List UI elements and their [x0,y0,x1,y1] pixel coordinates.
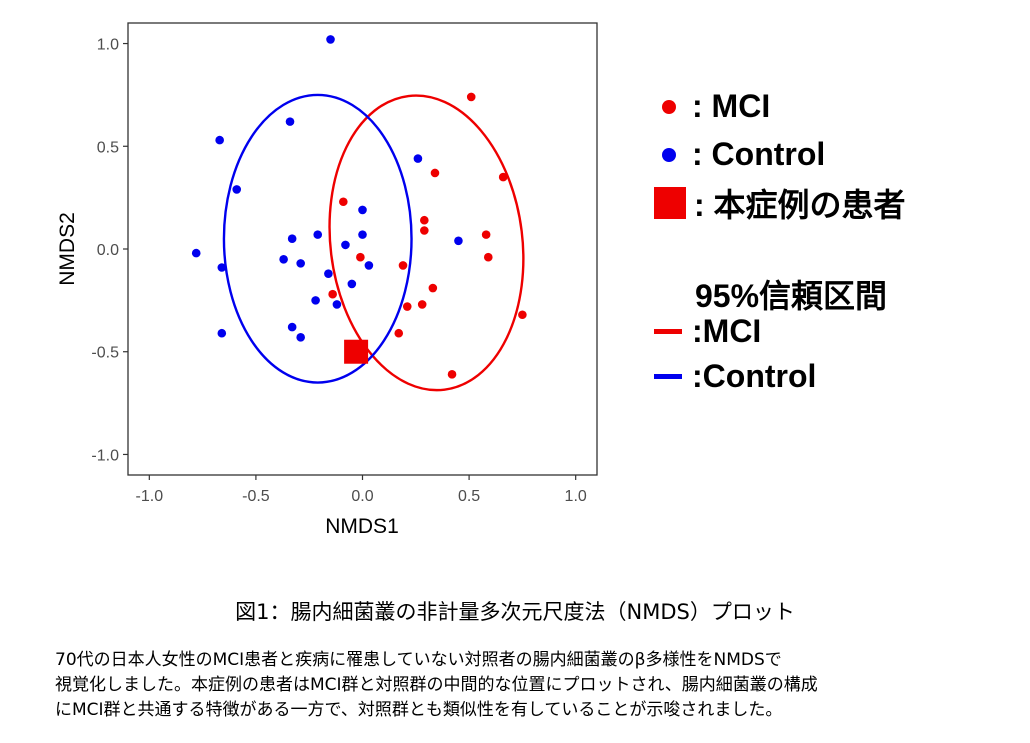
x-tick-label-1: -0.5 [242,488,270,505]
mci-point-2 [430,168,440,178]
data-points [191,35,527,379]
legend-label-patient: : 本症例の患者 [694,187,906,223]
y-tick-label-2: 0.0 [97,242,119,259]
confidence-ellipses [222,93,525,392]
control-point-7 [358,230,367,239]
legend-label-mci-line: :MCI [692,313,762,349]
mci-point-3 [339,197,348,207]
legend-label-control-line: :Control [692,358,817,394]
mci-point-10 [328,289,337,299]
mci-point-icon [662,99,676,114]
legend-item-control-ellipse: :Control [640,358,816,395]
mci-point-15 [394,328,404,338]
control-point-15 [364,261,374,270]
control-point-12 [279,254,288,264]
ellipse-mci [328,94,525,392]
mci-point-9 [398,261,408,270]
mci-point-8 [483,252,493,262]
control-point-17 [347,279,357,289]
control-point-9 [341,240,350,250]
caption-line-2: 視覚化しました。本症例の患者はMCI群と対照群の中間的な位置にプロットされ、腸内… [55,675,818,695]
figure-caption-title: 図1：腸内細菌叢の非計量多次元尺度法（NMDS）プロット [235,600,795,624]
mci-line-icon [654,329,682,334]
legend-item-mci-ellipse: :MCI [640,313,761,350]
control-point-13 [296,259,305,268]
control-point-icon [662,147,676,162]
y-tick-label-0: 1.0 [97,37,119,54]
plot-panel [127,22,598,476]
x-tick-label-3: 0.5 [458,488,480,505]
legend-item-patient: : 本症例の患者 [640,180,906,226]
control-point-22 [296,333,305,342]
x-tick-label-4: 1.0 [565,488,587,505]
nmds-plot: -1.0 -0.5 0.0 0.5 1.0 1.0 0.5 0.0 -0.5 -1.0 NMDS… [56,22,598,538]
y-tick-label-1: 0.5 [97,139,119,156]
legend-item-control: : Control [640,136,825,173]
control-point-10 [454,236,463,246]
caption-line-3: にMCI群と共通する特徴がある一方で、対照群とも類似性を有していることが示唆され… [55,700,783,720]
control-point-1 [285,117,295,126]
control-point-2 [215,135,224,145]
x-tick-label-2: 0.0 [351,488,373,505]
control-point-6 [313,230,323,239]
mci-point-0 [466,92,476,102]
legend: : MCI : Control : 本症例の患者 95%信頼区間 :MCI :C… [640,88,1020,408]
x-axis-ticks: -1.0 -0.5 0.0 0.5 1.0 [136,475,587,505]
control-point-20 [287,322,297,332]
control-line-icon [654,374,682,379]
control-point-3 [232,185,242,194]
mci-point-5 [420,226,429,235]
mci-point-16 [447,370,457,379]
mci-point-12 [402,302,412,311]
mci-point-1 [498,172,508,182]
mci-point-7 [356,252,365,262]
legend-ci-title: 95%信頼区間 [695,278,888,314]
x-axis-title: NMDS1 [325,515,399,538]
y-axis-title: NMDS2 [56,212,79,286]
control-point-19 [332,300,342,309]
mci-point-11 [428,283,438,293]
patient-square-icon [654,187,686,219]
control-point-5 [358,205,367,215]
mci-point-13 [417,300,427,309]
control-point-11 [191,248,201,258]
patient-point [344,339,369,364]
control-point-18 [311,296,320,305]
legend-label-mci: : MCI [692,88,771,124]
control-point-0 [326,35,335,44]
mci-point-4 [420,215,429,225]
control-point-4 [413,154,423,163]
mci-point-14 [518,310,527,320]
y-tick-label-4: -1.0 [91,447,119,464]
legend-label-control: : Control [692,136,826,172]
control-point-21 [217,328,227,338]
control-point-8 [287,234,297,244]
caption-line-1: 70代の日本人女性のMCI患者と疾病に罹患していない対照者の腸内細菌叢のβ多様性… [55,650,782,670]
y-tick-label-3: -0.5 [91,345,119,362]
ellipse-control [222,93,413,384]
figure-caption-body: 70代の日本人女性のMCI患者と疾病に罹患していない対照者の腸内細菌叢のβ多様性… [55,648,1015,723]
mci-point-6 [481,230,491,239]
legend-item-mci: : MCI [640,88,770,125]
x-tick-label-0: -1.0 [136,488,164,505]
control-point-14 [217,263,227,272]
control-point-16 [324,269,333,278]
y-axis-ticks: 1.0 0.5 0.0 -0.5 -1.0 [91,37,128,464]
